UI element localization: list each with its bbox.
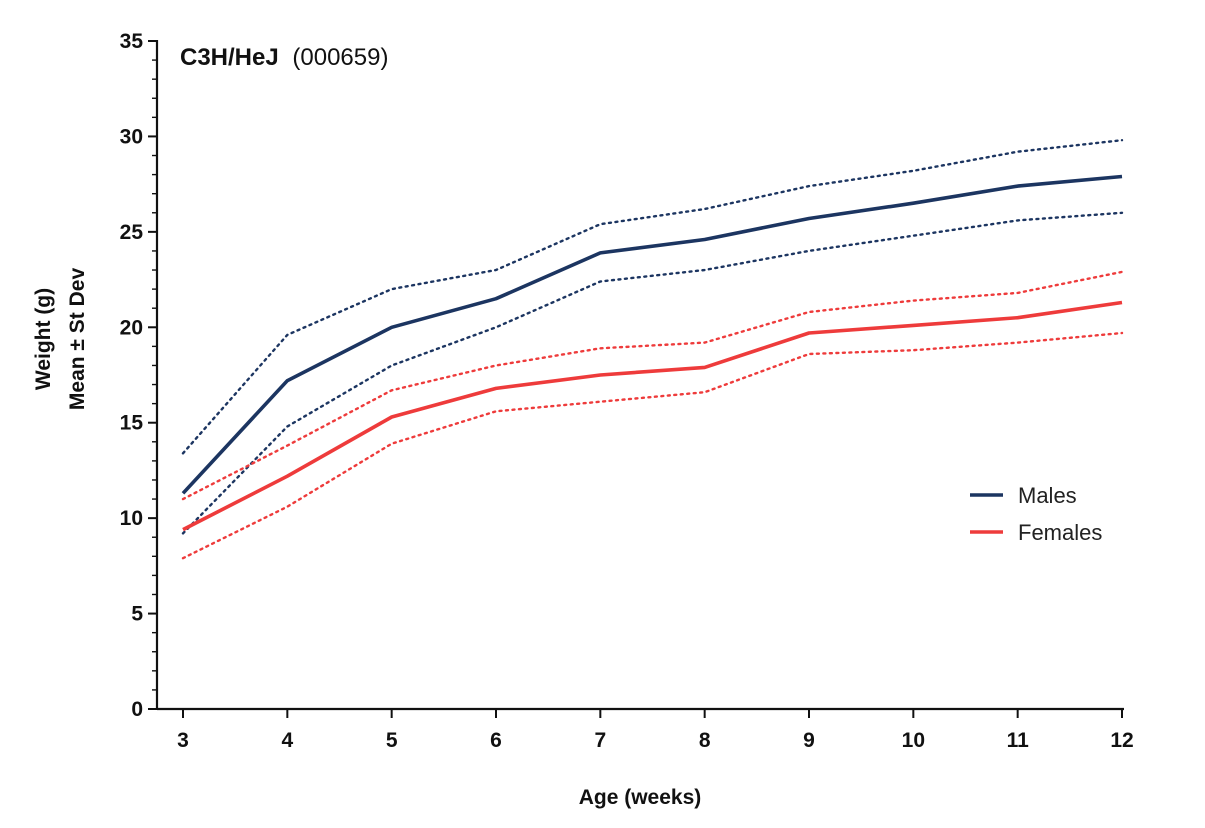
series-layer <box>181 138 1124 560</box>
legend-label-females: Females <box>1018 520 1102 545</box>
chart-title: C3H/HeJ (000659) <box>180 44 388 71</box>
y-axis-title-line1: Weight (g) <box>32 288 55 390</box>
y-tick-label: 10 <box>120 507 143 530</box>
males-upper-sd-line <box>181 138 1124 455</box>
x-tick-label: 3 <box>177 729 189 752</box>
y-axis-title-line2: Mean ± St Dev <box>66 268 89 411</box>
legend: Males Females <box>970 483 1102 545</box>
y-axis-title: Weight (g) Mean ± St Dev <box>32 268 89 411</box>
y-axis-ticks: 0 5 10 15 20 25 30 35 <box>120 30 157 721</box>
y-tick-label: 5 <box>131 603 143 626</box>
x-tick-label: 7 <box>594 729 606 752</box>
x-tick-label: 10 <box>902 729 925 752</box>
y-tick-label: 0 <box>131 698 143 721</box>
y-tick-label: 20 <box>120 316 143 339</box>
y-tick-label: 15 <box>120 412 144 435</box>
x-tick-label: 5 <box>386 729 398 752</box>
x-tick-label: 9 <box>803 729 815 752</box>
legend-label-males: Males <box>1018 483 1077 508</box>
x-tick-label: 6 <box>490 729 502 752</box>
x-tick-label: 8 <box>699 729 711 752</box>
y-tick-label: 25 <box>120 221 144 244</box>
males-lower-sd-line <box>181 211 1124 535</box>
males-mean-line <box>181 174 1123 495</box>
chart-title-code: (000659) <box>292 44 388 71</box>
y-tick-label: 30 <box>120 125 143 148</box>
chart-title-strain: C3H/HeJ <box>180 44 279 71</box>
x-tick-label: 4 <box>281 729 293 752</box>
y-tick-label: 35 <box>120 30 144 53</box>
x-tick-label: 12 <box>1110 729 1133 752</box>
females-mean-line <box>182 300 1123 532</box>
x-tick-label: 11 <box>1007 729 1030 752</box>
females-upper-sd-line <box>181 270 1124 501</box>
x-axis-title: Age (weeks) <box>579 786 702 809</box>
x-axis-ticks: 3 4 5 6 7 8 9 10 11 12 <box>177 709 1134 752</box>
females-lower-sd-line <box>181 331 1124 560</box>
